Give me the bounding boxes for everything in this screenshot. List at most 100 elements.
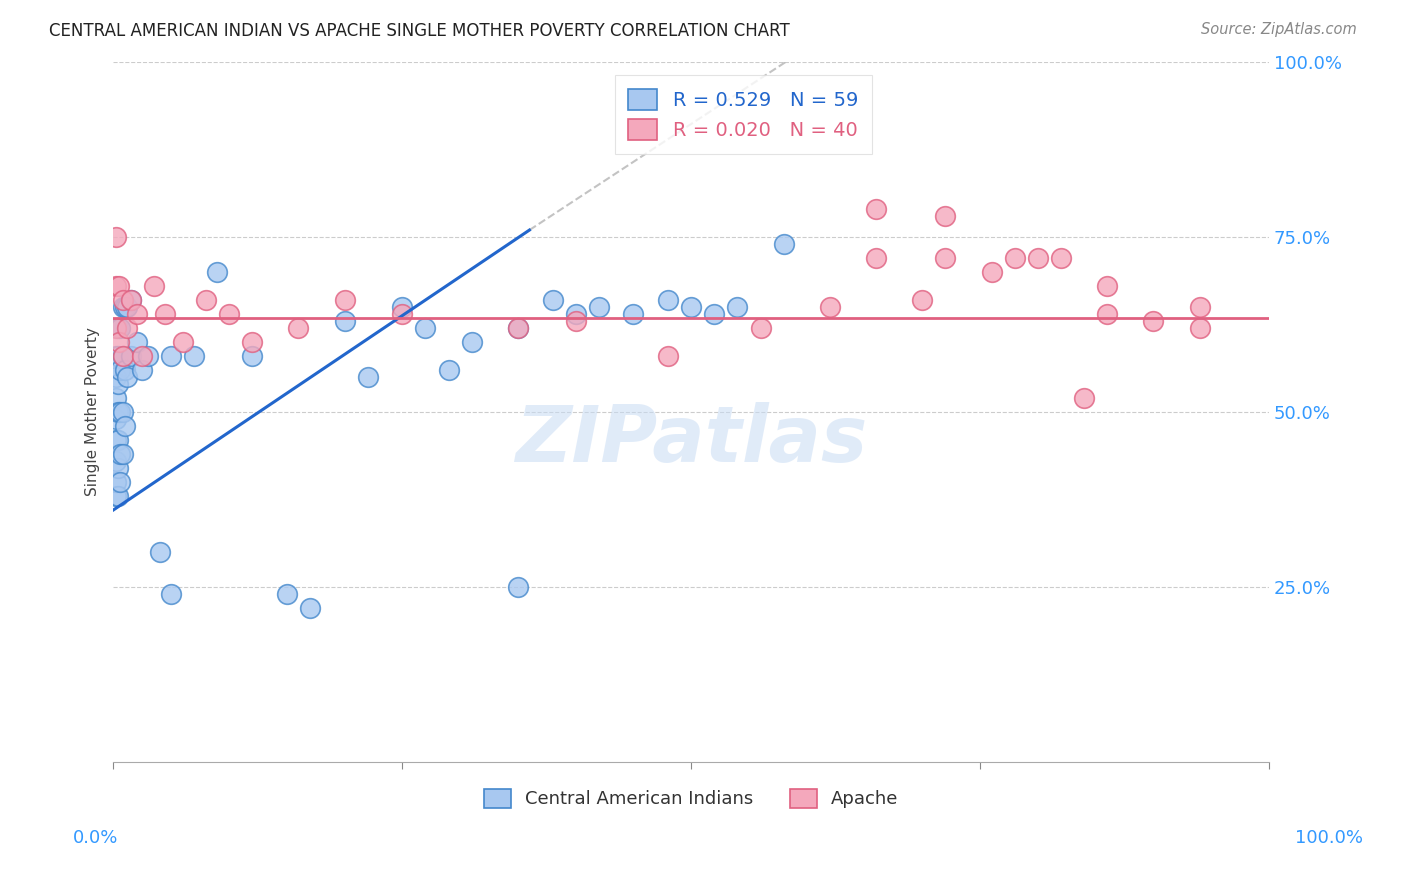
Point xyxy=(110,475,132,489)
Point xyxy=(1026,251,1049,265)
Text: 100.0%: 100.0% xyxy=(1295,829,1362,847)
Point xyxy=(117,300,139,314)
Point xyxy=(725,300,748,314)
Point xyxy=(588,300,610,314)
Point xyxy=(437,363,460,377)
Point xyxy=(107,321,129,335)
Point xyxy=(357,370,380,384)
Point xyxy=(391,307,413,321)
Text: ZIPatlas: ZIPatlas xyxy=(515,402,868,478)
Point xyxy=(111,349,134,363)
Point xyxy=(657,349,679,363)
Point xyxy=(194,293,217,307)
Point xyxy=(111,405,134,419)
Point xyxy=(623,307,645,321)
Point xyxy=(107,405,129,419)
Point xyxy=(218,307,240,321)
Point xyxy=(104,230,127,244)
Point xyxy=(391,300,413,314)
Point xyxy=(120,293,142,307)
Point xyxy=(104,454,127,468)
Point xyxy=(120,349,142,363)
Point xyxy=(1095,279,1118,293)
Point xyxy=(506,321,529,335)
Point xyxy=(865,202,887,216)
Point xyxy=(120,293,142,307)
Point xyxy=(980,265,1002,279)
Point xyxy=(333,314,356,328)
Point xyxy=(107,489,129,503)
Text: 0.0%: 0.0% xyxy=(73,829,118,847)
Point xyxy=(110,447,132,461)
Point xyxy=(107,376,129,391)
Point xyxy=(142,279,165,293)
Point xyxy=(183,349,205,363)
Point xyxy=(110,321,132,335)
Point xyxy=(681,300,703,314)
Point xyxy=(865,251,887,265)
Point xyxy=(104,391,127,405)
Point xyxy=(1095,307,1118,321)
Point xyxy=(506,580,529,594)
Point xyxy=(149,545,172,559)
Point xyxy=(160,587,183,601)
Point xyxy=(104,370,127,384)
Point xyxy=(541,293,564,307)
Point xyxy=(108,279,131,293)
Point xyxy=(818,300,841,314)
Point xyxy=(125,334,148,349)
Point xyxy=(1073,391,1095,405)
Point xyxy=(136,349,159,363)
Point xyxy=(564,314,586,328)
Point xyxy=(125,307,148,321)
Point xyxy=(108,334,131,349)
Point xyxy=(564,307,586,321)
Point xyxy=(107,461,129,475)
Point xyxy=(131,363,153,377)
Point xyxy=(111,300,134,314)
Text: CENTRAL AMERICAN INDIAN VS APACHE SINGLE MOTHER POVERTY CORRELATION CHART: CENTRAL AMERICAN INDIAN VS APACHE SINGLE… xyxy=(49,22,790,40)
Point xyxy=(772,237,794,252)
Point xyxy=(703,307,725,321)
Point xyxy=(114,300,136,314)
Point xyxy=(911,293,934,307)
Point xyxy=(207,265,229,279)
Point xyxy=(155,307,177,321)
Point xyxy=(110,363,132,377)
Point xyxy=(160,349,183,363)
Point xyxy=(131,349,153,363)
Point xyxy=(172,334,194,349)
Point xyxy=(104,475,127,489)
Point xyxy=(333,293,356,307)
Point xyxy=(1188,321,1211,335)
Point xyxy=(287,321,309,335)
Point xyxy=(111,293,134,307)
Point xyxy=(276,587,298,601)
Point xyxy=(506,321,529,335)
Point xyxy=(1188,300,1211,314)
Legend: Central American Indians, Apache: Central American Indians, Apache xyxy=(477,781,905,815)
Point xyxy=(298,600,321,615)
Point xyxy=(117,321,139,335)
Y-axis label: Single Mother Poverty: Single Mother Poverty xyxy=(86,327,100,496)
Point xyxy=(104,321,127,335)
Point xyxy=(749,321,772,335)
Text: Source: ZipAtlas.com: Source: ZipAtlas.com xyxy=(1201,22,1357,37)
Point xyxy=(104,433,127,447)
Point xyxy=(117,370,139,384)
Point xyxy=(1004,251,1026,265)
Point xyxy=(104,489,127,503)
Point xyxy=(240,334,263,349)
Point xyxy=(104,349,127,363)
Point xyxy=(107,349,129,363)
Point xyxy=(415,321,437,335)
Point xyxy=(934,251,956,265)
Point xyxy=(110,405,132,419)
Point xyxy=(657,293,679,307)
Point xyxy=(934,209,956,223)
Point xyxy=(104,279,127,293)
Point xyxy=(114,419,136,434)
Point xyxy=(104,412,127,426)
Point xyxy=(460,334,482,349)
Point xyxy=(111,447,134,461)
